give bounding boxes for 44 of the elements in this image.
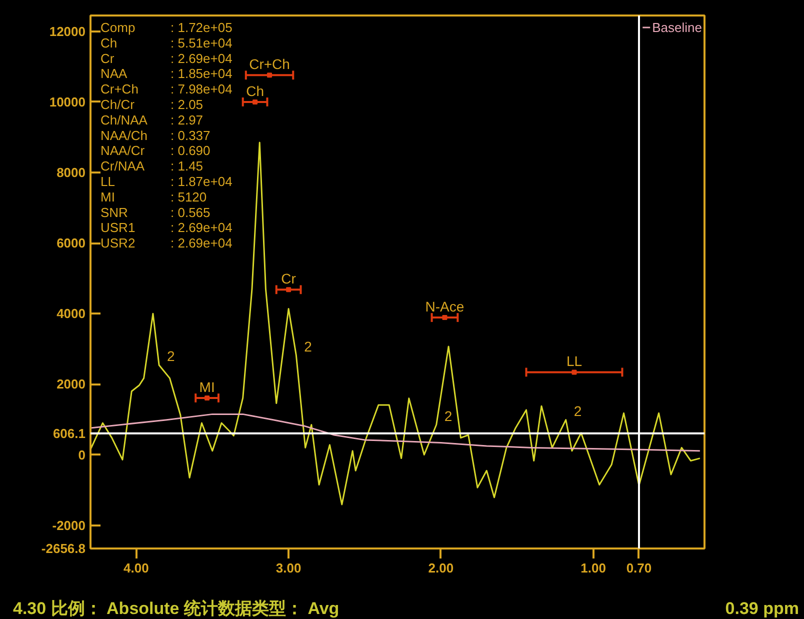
text: Ch/NAA : 2.97 — [100, 112, 204, 128]
line-series — [90, 142, 701, 506]
text: Cr+Ch : 7.98e+04 — [100, 82, 232, 97]
y-tick-label: 10000 — [49, 94, 86, 110]
y-tick-label: 2000 — [56, 376, 86, 392]
y-tick-label: -2656.8 — [41, 541, 86, 556]
x-tick-label: 1.00 — [580, 560, 606, 576]
y-tick-label: 6000 — [56, 236, 86, 251]
text: USR1 : 2.69e+04 — [100, 220, 232, 236]
text: NAA/Ch : 0.337 — [100, 128, 210, 143]
text: USR2 : 2.69e+04 — [100, 236, 232, 251]
data-label: LL — [566, 353, 582, 370]
ref-line-label: 0.70 — [626, 560, 652, 576]
y-tick-label: 12000 — [49, 24, 86, 39]
text: SNR : 0.565 — [100, 204, 210, 220]
data-label: Cr+Ch — [249, 56, 290, 72]
y-tick-label: 8000 — [56, 165, 86, 180]
legend-label: Baseline — [652, 20, 702, 34]
text: NAA : 1.85e+04 — [100, 66, 232, 82]
text: 0.39 ppm — [725, 598, 799, 619]
annotation: 2 — [574, 402, 582, 419]
annotation: 2 — [444, 408, 452, 424]
annotation: 2 — [167, 348, 176, 364]
data-label: Cr — [281, 270, 296, 287]
text: NAA/Cr : 0.690 — [100, 143, 210, 158]
data-label: Ch — [246, 82, 264, 99]
x-tick-label: 4.00 — [124, 560, 149, 576]
text: Cr : 2.69e+04 — [100, 50, 232, 66]
text: 4.30 比例： Absolute 统计数据类型： Avg — [13, 598, 340, 619]
ref-line-label: 606.1 — [52, 426, 86, 441]
x-tick-label: 3.00 — [276, 560, 302, 576]
y-tick-label: 4000 — [56, 306, 86, 322]
text: Comp : 1.72e+05 — [100, 20, 232, 35]
y-tick-label: 0 — [78, 447, 86, 462]
text: Cr/NAA : 1.45 — [100, 158, 204, 174]
data-label: MI — [199, 378, 215, 395]
text: Ch/Cr : 2.05 — [100, 97, 204, 112]
data-label: N-Ace — [425, 298, 464, 315]
annotation: 2 — [304, 338, 312, 354]
x-tick-label: 2.00 — [428, 560, 454, 576]
text: LL : 1.87e+04 — [100, 174, 232, 189]
text: MI : 5120 — [100, 189, 207, 204]
text: Ch : 5.51e+04 — [100, 35, 232, 50]
y-tick-label: -2000 — [52, 518, 86, 533]
